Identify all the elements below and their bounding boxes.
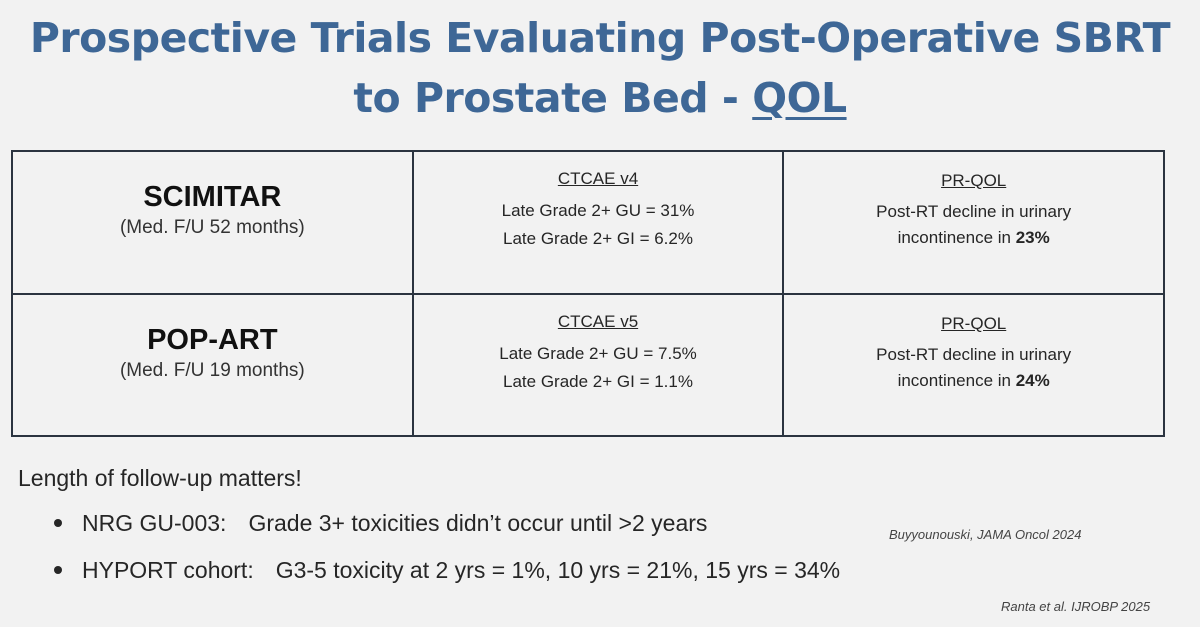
trial-name: SCIMITAR	[143, 181, 282, 214]
trial-name-cell: POP-ART (Med. F/U 19 months)	[11, 292, 414, 437]
ctcae-cell: CTCAE v5 Late Grade 2+ GU = 7.5% Late Gr…	[411, 292, 785, 437]
list-item: NRG GU-003: Grade 3+ toxicities didn’t oc…	[40, 510, 840, 536]
gu-toxicity: Late Grade 2+ GU = 31%	[501, 201, 695, 221]
title-qol-underlined: QOL	[752, 74, 847, 122]
trials-table: SCIMITAR (Med. F/U 52 months) CTCAE v4 L…	[11, 150, 1165, 437]
title-line-2-prefix: to Prostate Bed -	[353, 74, 753, 122]
ctcae-header: CTCAE v5	[557, 311, 639, 331]
prqol-header: PR-QOL	[941, 313, 1007, 333]
ctcae-cell: CTCAE v4 Late Grade 2+ GU = 31% Late Gra…	[411, 150, 785, 295]
prqol-line-1: Post-RT decline in urinary	[876, 344, 1072, 364]
title-line-2: to Prostate Bed - QOL	[0, 68, 1200, 128]
trial-followup: (Med. F/U 19 months)	[119, 359, 305, 381]
prqol-line-2: incontinence in 23%	[784, 225, 1163, 251]
slide-title: Prospective Trials Evaluating Post-Opera…	[0, 8, 1200, 128]
table-row: POP-ART (Med. F/U 19 months) CTCAE v5 La…	[11, 292, 1165, 437]
prqol-value: 23%	[1015, 228, 1050, 248]
prqol-line-1: Post-RT decline in urinary	[876, 202, 1072, 222]
bullet-icon	[54, 519, 62, 527]
bullet-lead: NRG GU-003:	[82, 510, 227, 536]
bullet-lead: HYPORT cohort:	[82, 557, 254, 583]
bullet-text: Grade 3+ toxicities didn’t occur until >…	[248, 510, 708, 536]
gu-toxicity: Late Grade 2+ GU = 7.5%	[499, 343, 697, 363]
followup-note: Length of follow-up matters!	[18, 465, 302, 491]
prqol-header: PR-QOL	[941, 171, 1007, 191]
bullet-list: NRG GU-003: Grade 3+ toxicities didn’t oc…	[40, 510, 840, 604]
prqol-line-2-prefix: incontinence in	[897, 228, 1016, 248]
title-line-1: Prospective Trials Evaluating Post-Opera…	[29, 14, 1171, 62]
list-item: HYPORT cohort: G3-5 toxicity at 2 yrs = 1…	[40, 557, 840, 583]
citation-hyport: Ranta et al. IJROBP 2025	[1001, 599, 1151, 614]
prqol-line-2-prefix: incontinence in	[897, 370, 1016, 390]
prqol-cell: PR-QOL Post-RT decline in urinary incont…	[782, 150, 1165, 295]
prqol-line-2: incontinence in 24%	[784, 368, 1163, 394]
prqol-cell: PR-QOL Post-RT decline in urinary incont…	[782, 292, 1165, 437]
gi-toxicity: Late Grade 2+ GI = 1.1%	[503, 371, 693, 391]
prqol-value: 24%	[1015, 370, 1050, 390]
gi-toxicity: Late Grade 2+ GI = 6.2%	[503, 229, 693, 249]
citation-nrg: Buyyounouski, JAMA Oncol 2024	[889, 527, 1082, 542]
trial-followup: (Med. F/U 52 months)	[119, 217, 305, 239]
bullet-icon	[54, 566, 62, 574]
trial-name: POP-ART	[147, 323, 278, 356]
bullet-text: G3-5 toxicity at 2 yrs = 1%, 10 yrs = 21…	[275, 557, 841, 583]
trial-name-cell: SCIMITAR (Med. F/U 52 months)	[11, 150, 414, 295]
ctcae-header: CTCAE v4	[557, 169, 639, 189]
table-row: SCIMITAR (Med. F/U 52 months) CTCAE v4 L…	[11, 150, 1165, 295]
